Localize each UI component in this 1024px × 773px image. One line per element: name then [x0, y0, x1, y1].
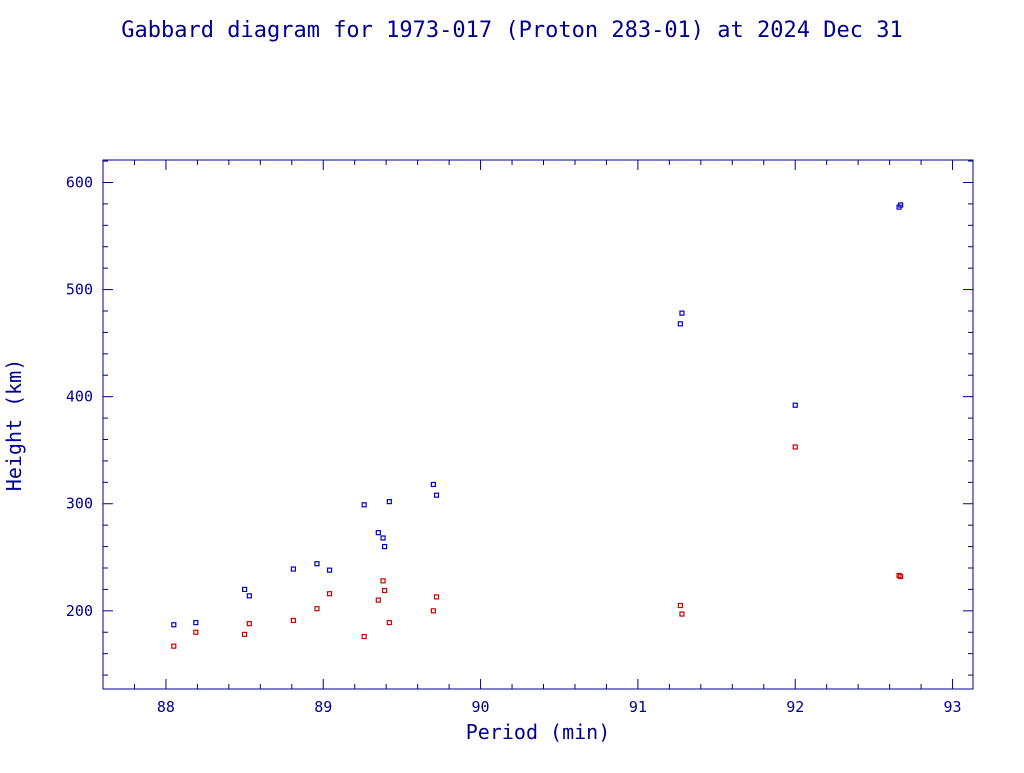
perigee-point [171, 643, 177, 649]
perigee-point [375, 597, 381, 603]
apogee-point [241, 586, 248, 593]
apogee-point [326, 567, 333, 573]
perigee-point [382, 587, 388, 594]
perigee-point [430, 608, 436, 614]
apogee-point [380, 535, 386, 541]
apogee-point [430, 481, 436, 488]
perigee-point [326, 591, 333, 597]
perigee-point [898, 573, 904, 580]
perigee-point [679, 611, 685, 617]
perigee-point [386, 620, 392, 626]
chart-title: Gabbard diagram for 1973-017 (Proton 283… [121, 18, 902, 43]
apogee-point [171, 622, 177, 628]
apogee-point [382, 543, 388, 550]
x-axis-label: Period (min) [466, 720, 611, 744]
x-tick-label: 89 [314, 698, 332, 716]
tick-labels: 88 89 90 91 92 93 200 300 400 500 600 [66, 173, 962, 716]
x-tick-label: 91 [629, 698, 647, 716]
y-tick-label: 300 [66, 495, 93, 513]
y-axis-label: Height (km) [2, 359, 26, 491]
apogee-point [433, 492, 440, 498]
perigee-point [314, 606, 320, 612]
y-tick-label: 200 [66, 602, 93, 620]
apogee-point [246, 593, 252, 599]
apogee-point [290, 566, 296, 572]
x-tick-label: 90 [472, 698, 490, 716]
perigee-point [361, 633, 367, 640]
perigee-point [792, 444, 798, 450]
data-points [171, 202, 904, 649]
apogee-point [375, 530, 381, 536]
perigee-point [193, 629, 199, 635]
apogee-point [792, 402, 798, 408]
plot-frame [102, 159, 974, 690]
perigee-point [241, 631, 248, 637]
perigee-point [677, 602, 683, 609]
apogee-point [898, 202, 904, 208]
apogee-point [193, 620, 199, 626]
perigee-point [290, 617, 296, 624]
perigee-point [380, 578, 386, 584]
apogee-point [314, 561, 320, 567]
apogee-point [386, 499, 392, 505]
apogee-point [679, 310, 685, 316]
perigee-point [433, 594, 440, 600]
apogee-point [677, 321, 683, 327]
x-tick-label: 93 [944, 698, 962, 716]
x-tick-label: 88 [157, 698, 175, 716]
apogee-point [361, 502, 367, 508]
y-tick-label: 600 [66, 173, 93, 191]
x-tick-label: 92 [786, 698, 804, 716]
axis-ticks [102, 160, 973, 689]
y-tick-label: 400 [66, 388, 93, 406]
perigee-point [246, 621, 252, 627]
y-tick-label: 500 [66, 281, 93, 299]
